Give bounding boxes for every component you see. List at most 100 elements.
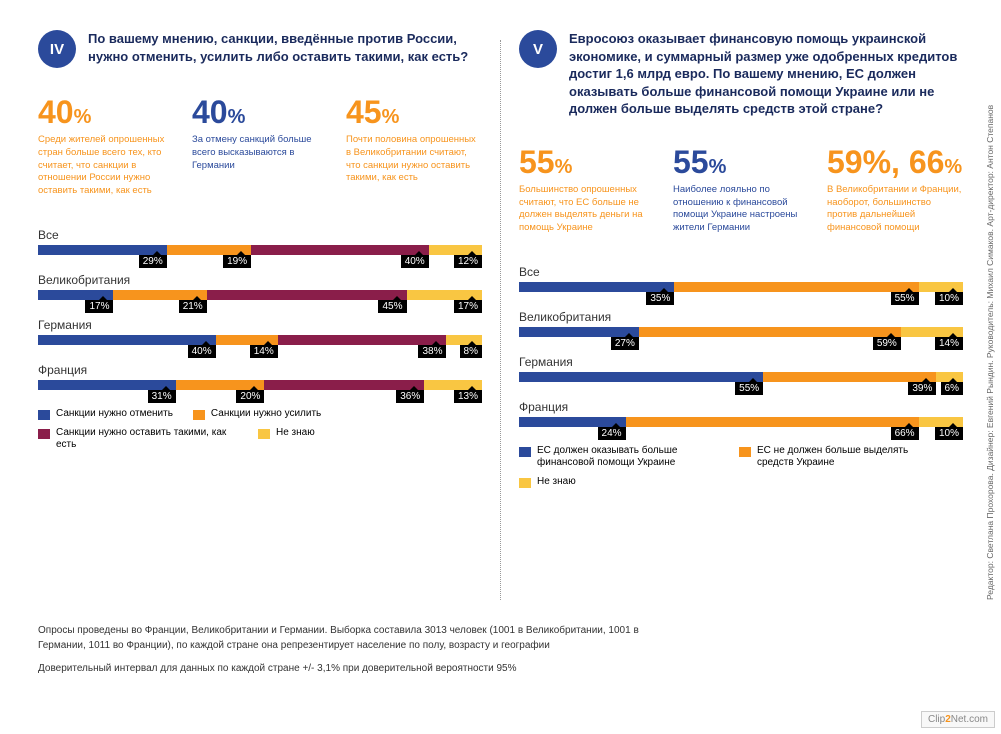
bar-label: Германия [38,318,482,332]
bar-label: Великобритания [519,310,963,324]
bar-segment: 13% [424,380,482,390]
question-iv: По вашему мнению, санкции, введённые про… [88,30,482,65]
bar-segment: 38% [278,335,447,345]
bar-track: 24%66%10% [519,417,963,427]
bar-segment: 24% [519,417,626,427]
bar-segment: 6% [936,372,963,382]
footnote-2: Доверительный интервал для данных по каж… [38,661,678,676]
bar-track: 40%14%38%8% [38,335,482,345]
bar-segment: 39% [763,372,936,382]
legend-item: Санкции нужно отменить [38,408,173,421]
stats-row-v: 55% Большинство опрошенных считают, что Е… [519,146,963,235]
stat-block: 40% За отмену санкций больше всего высказ… [192,96,328,198]
bar-segment: 14% [216,335,278,345]
bar-segment: 10% [919,417,963,427]
bar-label: Все [519,265,963,279]
segment-value: 55% [735,382,763,395]
legend-item: ЕС не должен больше выделять средств Укр… [739,445,939,470]
stat-desc: Почти половина опрошенных в Великобритан… [346,134,482,185]
segment-value: 10% [935,292,963,305]
bar-group: Великобритания 27%59%14% [519,310,963,337]
legend-label: Не знаю [537,476,576,489]
bar-segment: 20% [176,380,265,390]
segment-value: 19% [223,255,251,268]
legend-label: Санкции нужно оставить такими, как есть [56,427,238,452]
bar-label: Франция [38,363,482,377]
stat-block: 45% Почти половина опрошенных в Великобри… [346,96,482,198]
bar-segment: 17% [38,290,113,300]
segment-value: 40% [188,345,216,358]
segment-value: 35% [646,292,674,305]
legend-iv: Санкции нужно отменить Санкции нужно усил… [38,408,478,452]
stat-value: 59%, 66% [827,146,963,178]
legend-item: Санкции нужно усилить [193,408,321,421]
bar-label: Франция [519,400,963,414]
stat-value: 40% [38,96,174,128]
bar-segment: 40% [251,245,429,255]
bar-track: 17%21%45%17% [38,290,482,300]
stat-block: 55%Большинство опрошенных считают, что Е… [519,146,655,235]
side-credits: Редактор: Светлана Прохорова. Дизайнер: … [985,40,995,600]
bar-segment: 29% [38,245,167,255]
stat-desc: Наиболее лояльно по отношению к финансов… [673,184,809,235]
bar-segment: 40% [38,335,216,345]
segment-value: 40% [401,255,429,268]
segment-value: 55% [891,292,919,305]
stats-row-iv: 40%Среди жителей опрошенных стран больше… [38,96,482,198]
legend-v: ЕС должен оказывать больше финансовой по… [519,445,959,489]
bars-v: Все35%55%10%Великобритания27%59%14%Герма… [519,265,963,427]
bar-track: 27%59%14% [519,327,963,337]
bar-track: 31%20%36%13% [38,380,482,390]
bar-segment: 59% [639,327,901,337]
segment-value: 17% [85,300,113,313]
bar-segment: 14% [901,327,963,337]
header-iv: IV По вашему мнению, санкции, введённые … [38,30,482,68]
roman-badge-iv: IV [38,30,76,68]
watermark-a: Clip [928,714,945,725]
bar-segment: 45% [207,290,407,300]
legend-item: Не знаю [519,476,576,489]
segment-value: 24% [598,427,626,440]
bar-segment: 17% [407,290,482,300]
stat-desc: В Великобритании и Франции, наоборот, бо… [827,184,963,235]
question-v: Евросоюз оказывает финансовую помощь укр… [569,30,963,118]
stat-value: 40% [192,96,328,128]
segment-value: 6% [941,382,963,395]
legend-item: ЕС должен оказывать больше финансовой по… [519,445,719,470]
stat-desc: Большинство опрошенных считают, что ЕС б… [519,184,655,235]
bar-segment: 10% [919,282,963,292]
roman-badge-v: V [519,30,557,68]
main-container: IV По вашему мнению, санкции, введённые … [0,0,1001,600]
segment-value: 29% [139,255,167,268]
bar-segment: 35% [519,282,674,292]
bar-segment: 55% [519,372,763,382]
segment-value: 14% [250,345,278,358]
legend-label: Санкции нужно отменить [56,408,173,421]
legend-label: Санкции нужно усилить [211,408,321,421]
stat-block: 55% Наиболее лояльно по отношению к финан… [673,146,809,235]
legend-item: Санкции нужно оставить такими, как есть [38,427,238,452]
segment-value: 45% [378,300,406,313]
legend-swatch [193,410,205,420]
legend-item: Не знаю [258,427,315,452]
bar-group: Германия 40%14%38%8% [38,318,482,345]
stat-value: 45% [346,96,482,128]
bar-group: Германия55%39%6% [519,355,963,382]
bar-group: Все35%55%10% [519,265,963,292]
stat-block: 40%Среди жителей опрошенных стран больше… [38,96,174,198]
bar-group: Франция 24%66%10% [519,400,963,427]
bar-segment: 12% [429,245,482,255]
segment-value: 36% [396,390,424,403]
watermark-c: Net.com [951,714,988,725]
legend-label: ЕС должен оказывать больше финансовой по… [537,445,719,470]
segment-value: 31% [148,390,176,403]
stat-desc: За отмену санкций больше всего высказыва… [192,134,328,172]
segment-value: 38% [418,345,446,358]
panel-iv: IV По вашему мнению, санкции, введённые … [20,30,500,600]
stat-value: 55% [673,146,809,178]
bar-segment: 31% [38,380,176,390]
segment-value: 10% [935,427,963,440]
segment-value: 59% [873,337,901,350]
segment-value: 8% [460,345,482,358]
legend-swatch [519,447,531,457]
